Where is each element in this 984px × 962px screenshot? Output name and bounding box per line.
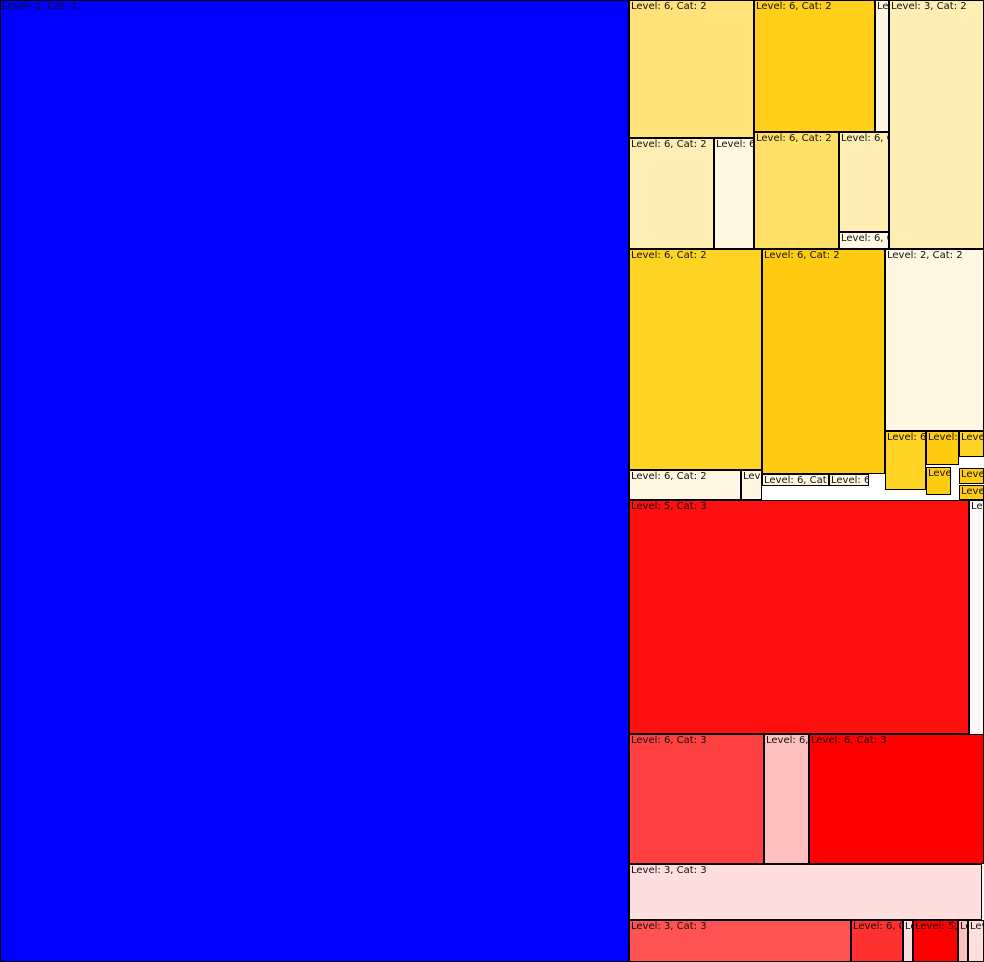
treemap-cell-label: Level: 6, Cat: 2: [887, 432, 926, 443]
treemap-cell-label: Level: 6, Cat: 3: [970, 921, 983, 932]
treemap-cell: Level: 6, Cat: 2: [741, 470, 762, 500]
treemap-cell-label: Level: 2, Cat: 2: [887, 250, 963, 261]
treemap-cell: Level: 5, Cat: 3: [913, 920, 958, 962]
treemap-cell-label: Level: 6, Cat: 2: [764, 250, 840, 261]
treemap-cell: Level: 1, Cat: 1: [0, 0, 629, 962]
treemap-cell: Level: 6, Cat: 2: [926, 431, 959, 465]
treemap-cell: Level: 3, Cat: 3: [629, 864, 982, 920]
treemap-cell: Level: 6, Cat: 3: [851, 920, 903, 962]
treemap-cell-label: Level: 6, Cat: 2: [961, 432, 983, 443]
treemap-cell: Level: 6, Cat: 3: [903, 920, 913, 962]
treemap-cell-label: Level: 3, Cat: 2: [891, 1, 967, 12]
treemap-cell: Level: 6, Cat: 2: [762, 249, 885, 474]
treemap-cell-label: Level: 6, Cat: 2: [841, 233, 888, 244]
treemap-cell: Level: 6, Cat: 2: [885, 431, 926, 490]
treemap-cell: Level: 6, Cat: 2: [959, 431, 984, 457]
treemap-cell: Level: 6, Cat: 2: [629, 249, 762, 470]
treemap-cell-label: Level: 6, Cat: 2: [631, 250, 707, 261]
treemap-cell: Level: 2, Cat: 2: [885, 249, 984, 431]
treemap-cell: Level: 6, Cat: 3: [958, 920, 968, 962]
treemap-cell-label: Level: 3, Cat: 3: [631, 921, 707, 932]
treemap-cell: Level: 6, Cat: 2: [762, 474, 829, 486]
treemap-cell-label: Level: 6, Cat: 3: [905, 921, 912, 932]
treemap-cell: Level: 6, Cat: 2: [714, 138, 754, 249]
treemap-cell-label: Level: 6, Cat: 2: [961, 486, 983, 497]
treemap-cell-label: Level: 5, Cat: 3: [915, 921, 958, 932]
treemap-cell-label: Level: 6, Cat: 2: [631, 1, 707, 12]
treemap-cell: Level: 5, Cat: 3: [629, 500, 969, 734]
treemap-cell: Level: 6, Cat: 3: [764, 734, 809, 864]
treemap-cell: Level: 6, Cat: 2: [926, 467, 951, 495]
treemap-cell: Level: 6, Cat: 2: [959, 485, 984, 500]
treemap-cell-label: Level: 6, Cat: 2: [631, 471, 707, 482]
treemap-cell-label: Level: 6, Cat: 3: [811, 735, 887, 746]
treemap-cell-label: Level: 6, Cat: 2: [756, 133, 832, 144]
treemap-cell-label: Level: 6, Cat: 2: [877, 1, 889, 12]
treemap-cell-label: Level: 6, Cat: 2: [631, 139, 707, 150]
treemap-cell: Level: 6, Cat: 2: [875, 0, 889, 132]
treemap-cell: Level: 6, Cat: 2: [839, 132, 889, 232]
treemap-cell-label: Level: 6, Cat: 2: [716, 139, 753, 150]
treemap-cell-label: Level: 1, Cat: 1: [2, 1, 78, 12]
treemap-cell-label: Level: 6, Cat: 2: [841, 133, 888, 144]
treemap-cell: Level: 3, Cat: 3: [629, 920, 851, 962]
treemap-cell-label: Level: 5, Cat: 3: [631, 501, 707, 512]
treemap-cell-label: Level: 6, Cat: 2: [764, 475, 829, 486]
treemap-cell: Level: 6, Cat: 2: [629, 470, 741, 500]
treemap-cell: Level: 6, Cat: 3: [629, 734, 764, 864]
treemap-cell-label: Level: 6, Cat: 3: [971, 501, 983, 512]
treemap-cell-label: Level: 6, Cat: 3: [960, 921, 967, 932]
treemap-cell: Level: 6, Cat: 2: [629, 0, 754, 138]
treemap-cell-label: Level: 6, Cat: 3: [766, 735, 809, 746]
treemap-cell: Level: 6, Cat: 2: [829, 474, 869, 486]
treemap-cell: Level: 6, Cat: 2: [754, 0, 875, 132]
treemap-cell-label: Level: 6, Cat: 2: [743, 471, 761, 482]
treemap-cell: Level: 6, Cat: 3: [968, 920, 984, 962]
treemap-cell: Level: 6, Cat: 3: [809, 734, 984, 864]
treemap-cell-label: Level: 3, Cat: 3: [631, 865, 707, 876]
treemap-cell-label: Level: 6, Cat: 2: [961, 469, 983, 480]
treemap-cell: Level: 6, Cat: 2: [629, 138, 714, 249]
treemap-cell: Level: 3, Cat: 2: [889, 0, 984, 249]
treemap-cell-label: Level: 6, Cat: 3: [631, 735, 707, 746]
treemap-cell-label: Level: 6, Cat: 3: [853, 921, 902, 932]
treemap-cell: Level: 6, Cat: 2: [839, 232, 889, 249]
treemap-cell-label: Level: 6, Cat: 2: [831, 475, 868, 486]
treemap-cell: Level: 6, Cat: 2: [754, 132, 839, 249]
treemap-cell-label: Level: 6, Cat: 2: [928, 468, 950, 479]
treemap-cell: Level: 6, Cat: 2: [959, 468, 984, 484]
treemap-cell-label: Level: 6, Cat: 2: [756, 1, 832, 12]
treemap-cell-label: Level: 6, Cat: 2: [928, 432, 958, 443]
